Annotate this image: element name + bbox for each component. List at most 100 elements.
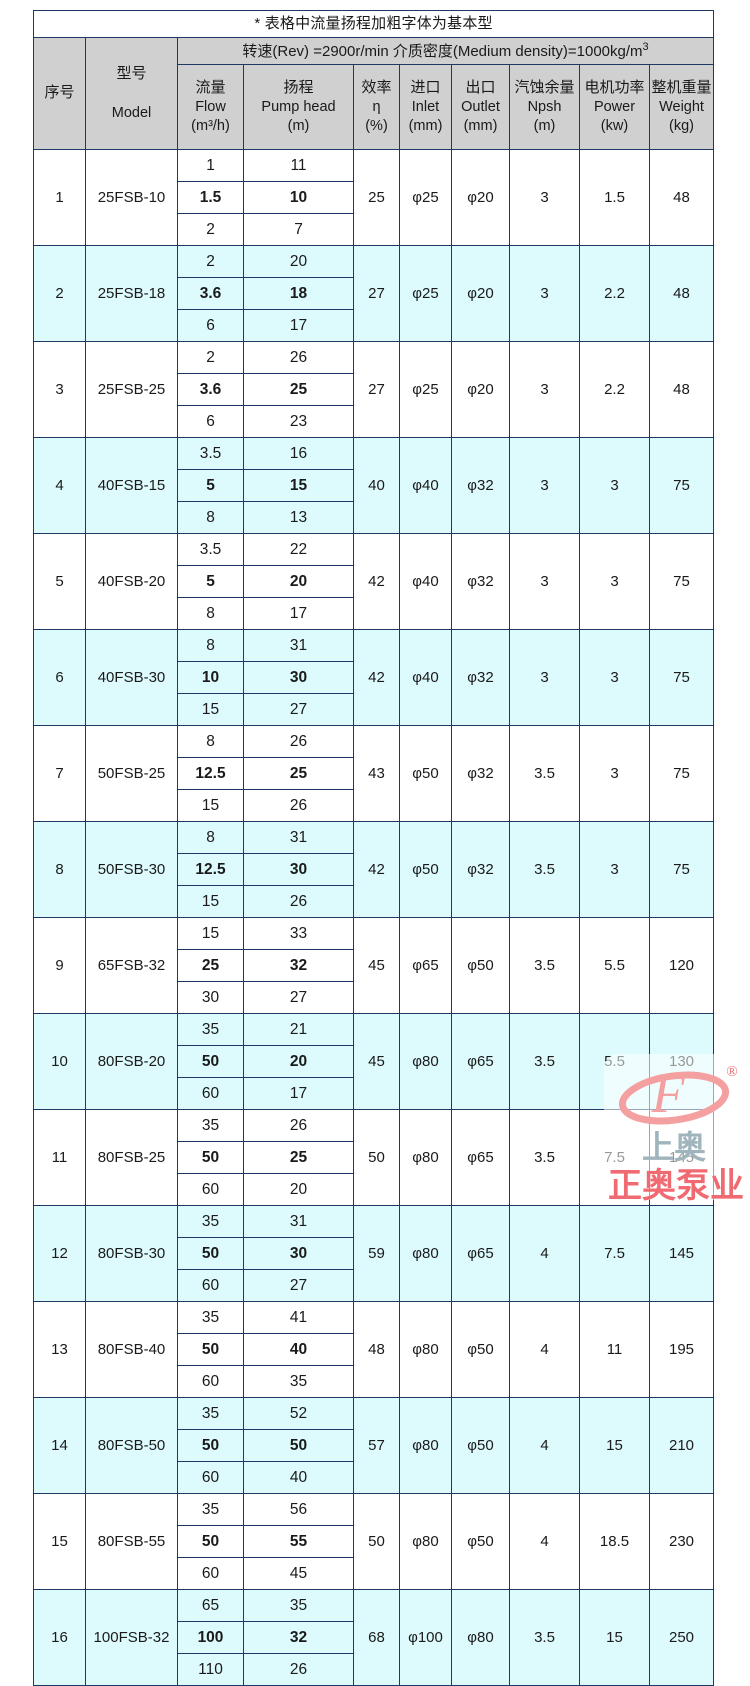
cell-efficiency: 50 [353, 1109, 400, 1206]
cell-power: 3 [579, 821, 650, 918]
cell-index: 10 [33, 1013, 86, 1110]
cell-inlet: φ25 [399, 149, 452, 246]
cell-index: 12 [33, 1205, 86, 1302]
cell-efficiency: 50 [353, 1493, 400, 1590]
header-efficiency-cn: 效率 [361, 78, 392, 96]
cell-flow-value: 35 [178, 1110, 243, 1142]
cell-npsh: 3 [509, 629, 580, 726]
pump-specification-table: * 表格中流量扬程加粗字体为基本型 序号 型号 Model 转速(Rev) =2… [32, 10, 715, 1686]
cell-flow: 35 50 60 [177, 1493, 244, 1590]
cell-weight: 120 [648, 917, 715, 1014]
cell-inlet: φ25 [399, 341, 452, 438]
cell-flow-value: 50 [178, 1046, 243, 1078]
cell-index: 7 [33, 725, 86, 822]
cell-outlet: φ32 [451, 821, 510, 918]
cell-pump-head: 41 40 35 [243, 1301, 354, 1398]
table-row: 2 25FSB-18 2 3.6 6 20 18 17 27 φ25 φ20 3 2.2 48 [33, 245, 715, 342]
table-row: 8 50FSB-30 8 12.5 15 31 30 26 42 φ50 φ32 3.5 3 75 [33, 821, 715, 918]
cell-efficiency: 42 [353, 629, 400, 726]
cell-npsh: 3.5 [509, 917, 580, 1014]
cell-flow-value: 35 [178, 1302, 243, 1334]
cell-flow-value: 60 [201, 1372, 220, 1390]
header-flow-unit: (m³/h) [191, 118, 230, 135]
cell-weight: 48 [648, 245, 715, 342]
cell-pump-head-value: 50 [244, 1430, 353, 1462]
table-row: 16 100FSB-32 65 100 110 35 32 26 68 φ100 φ80 3.5 15 2… [33, 1589, 715, 1686]
cell-weight: 75 [648, 437, 715, 534]
header-model-en: Model [111, 104, 152, 121]
cell-pump-head-value: 25 [244, 1142, 353, 1174]
cell-pump-head-value: 32 [244, 950, 353, 982]
header-outlet-en: Outlet [461, 99, 500, 116]
cell-pump-head-value: 23 [289, 412, 308, 430]
cell-index: 15 [33, 1493, 86, 1590]
cell-outlet: φ65 [451, 1109, 510, 1206]
cell-npsh: 4 [509, 1397, 580, 1494]
cell-weight: 250 [648, 1589, 715, 1686]
cell-model: 25FSB-18 [85, 245, 178, 342]
cell-flow-value: 8 [206, 604, 215, 622]
cell-flow-value: 30 [201, 988, 220, 1006]
cell-weight: 145 [648, 1109, 715, 1206]
cell-inlet: φ65 [399, 917, 452, 1014]
cell-flow-value: 50 [178, 1142, 243, 1174]
header-weight-cn: 整机重量 [651, 78, 712, 96]
table-row: 7 50FSB-25 8 12.5 15 26 25 26 43 φ50 φ32 3.5 3 75 [33, 725, 715, 822]
cell-flow-value: 50 [178, 1238, 243, 1270]
cell-pump-head-value: 16 [244, 438, 353, 470]
title-note-row: * 表格中流量扬程加粗字体为基本型 [32, 10, 715, 38]
cell-flow: 35 50 60 [177, 1109, 244, 1206]
cell-model: 100FSB-32 [85, 1589, 178, 1686]
cell-pump-head-value: 27 [289, 1276, 308, 1294]
header-inlet-unit: (mm) [408, 118, 443, 135]
cell-model: 25FSB-25 [85, 341, 178, 438]
condition-row: 序号 型号 Model 转速(Rev) =2900r/min 介质密度(Medi… [33, 37, 715, 150]
cell-flow-value: 15 [201, 796, 220, 814]
cell-outlet: φ50 [451, 1397, 510, 1494]
cell-flow-value: 35 [178, 1206, 243, 1238]
cell-pump-head: 31 30 27 [243, 629, 354, 726]
cell-inlet: φ50 [399, 821, 452, 918]
header-index: 序号 [33, 37, 86, 150]
cell-flow-value: 3.5 [178, 534, 243, 566]
cell-model: 40FSB-30 [85, 629, 178, 726]
header-pump-head-en: Pump head [261, 99, 336, 116]
operating-condition-text: 转速(Rev) =2900r/min 介质密度(Medium density)=… [242, 43, 643, 61]
cell-pump-head: 16 15 13 [243, 437, 354, 534]
cell-pump-head-value: 17 [289, 604, 308, 622]
cell-pump-head-value: 26 [289, 892, 308, 910]
cell-power: 5.5 [579, 917, 650, 1014]
cell-efficiency: 45 [353, 917, 400, 1014]
header-model-cn: 型号 [116, 65, 147, 82]
cell-inlet: φ80 [399, 1301, 452, 1398]
cell-outlet: φ32 [451, 437, 510, 534]
cell-pump-head-value: 20 [289, 1180, 308, 1198]
cell-power: 7.5 [579, 1205, 650, 1302]
cell-flow: 15 25 30 [177, 917, 244, 1014]
table-row: 10 80FSB-20 35 50 60 21 20 17 45 φ80 φ65 3.5 5.5 130 [33, 1013, 715, 1110]
table-row: 14 80FSB-50 35 50 60 52 50 40 57 φ80 φ50 4 15 210 [33, 1397, 715, 1494]
cell-flow: 1 1.5 2 [177, 149, 244, 246]
cell-flow-value: 15 [201, 892, 220, 910]
cell-flow-value: 8 [178, 630, 243, 662]
cell-pump-head-value: 35 [289, 1372, 308, 1390]
cell-flow-value: 50 [178, 1526, 243, 1558]
cell-power: 11 [579, 1301, 650, 1398]
header-npsh: 汽蚀余量 Npsh (m) [509, 64, 580, 150]
cell-flow-value: 6 [206, 316, 215, 334]
cell-pump-head-value: 25 [244, 374, 353, 406]
table-row: 5 40FSB-20 3.5 5 8 22 20 17 42 φ40 φ32 3 3 75 [33, 533, 715, 630]
cell-pump-head-value: 17 [289, 316, 308, 334]
header-outlet-unit: (mm) [463, 118, 498, 135]
cell-flow: 35 50 60 [177, 1397, 244, 1494]
cell-pump-head-value: 56 [244, 1494, 353, 1526]
cell-npsh: 3.5 [509, 725, 580, 822]
header-power-en: Power [593, 99, 636, 116]
header-pump-head-cn: 扬程 [283, 78, 314, 96]
cell-power: 3 [579, 629, 650, 726]
cell-flow-value: 8 [206, 508, 215, 526]
cell-flow-value: 25 [178, 950, 243, 982]
table-body: 1 25FSB-10 1 1.5 2 11 10 7 25 φ25 φ20 3 1.5 48 2 25FSB-… [33, 149, 715, 1686]
cell-power: 2.2 [579, 245, 650, 342]
cell-pump-head-value: 45 [289, 1564, 308, 1582]
